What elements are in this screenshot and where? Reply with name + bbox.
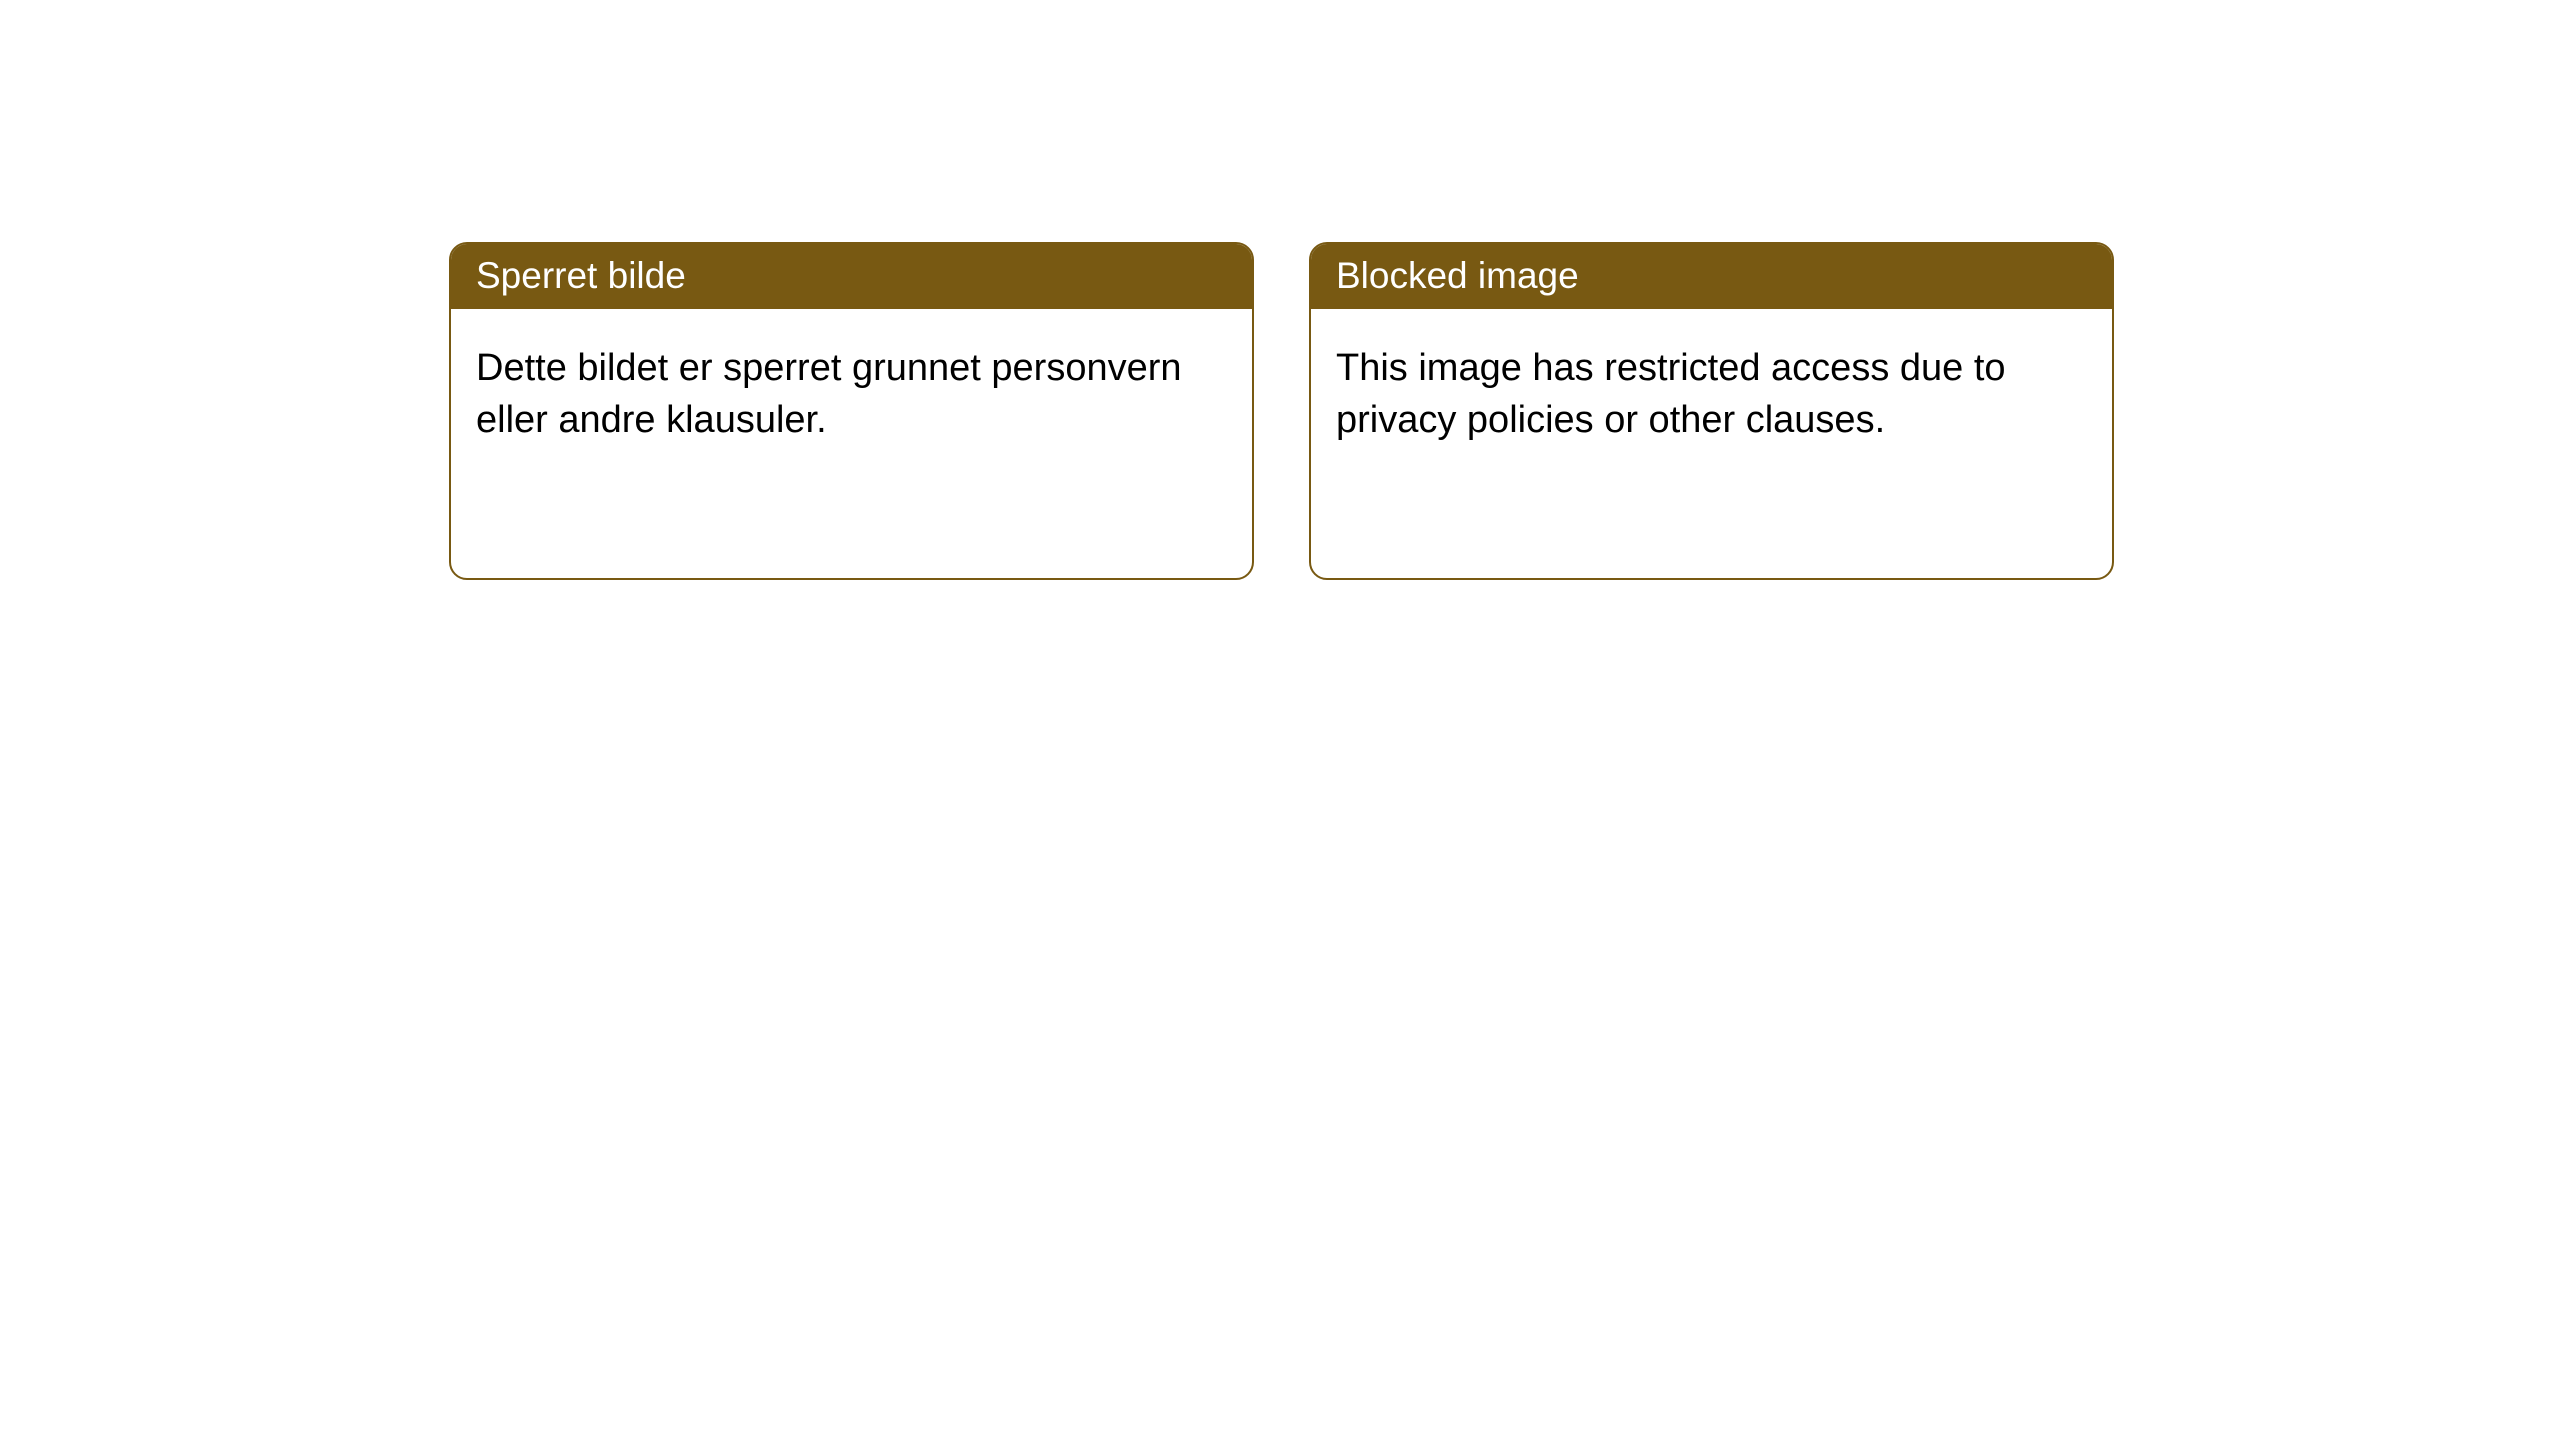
card-title: Sperret bilde — [476, 255, 686, 296]
notice-cards-container: Sperret bilde Dette bildet er sperret gr… — [0, 0, 2560, 580]
card-body: Dette bildet er sperret grunnet personve… — [451, 309, 1252, 471]
card-body-text: Dette bildet er sperret grunnet personve… — [476, 347, 1182, 441]
card-title: Blocked image — [1336, 255, 1579, 296]
notice-card-norwegian: Sperret bilde Dette bildet er sperret gr… — [449, 242, 1254, 580]
card-body-text: This image has restricted access due to … — [1336, 347, 2006, 441]
card-header: Blocked image — [1311, 244, 2112, 309]
card-header: Sperret bilde — [451, 244, 1252, 309]
card-body: This image has restricted access due to … — [1311, 309, 2112, 471]
notice-card-english: Blocked image This image has restricted … — [1309, 242, 2114, 580]
